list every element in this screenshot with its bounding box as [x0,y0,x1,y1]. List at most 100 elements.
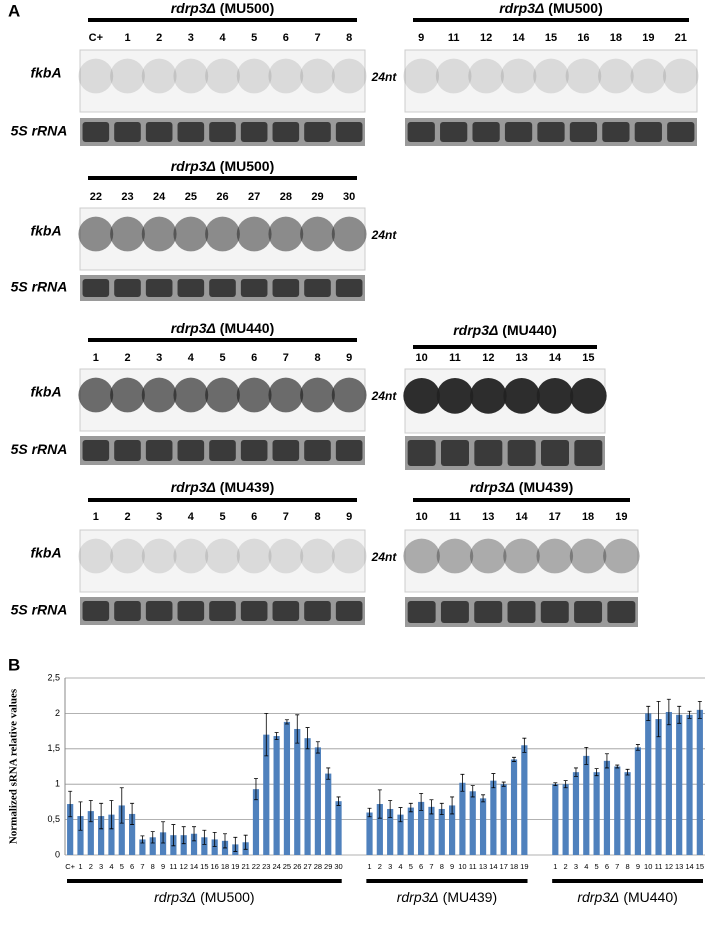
band [300,216,335,252]
bar [77,816,84,855]
x-tick-label: 6 [130,862,134,871]
bar [263,734,270,855]
bar [87,811,94,855]
loading-label: 5S rRNA [11,279,68,295]
bar [304,738,311,855]
header-bar [413,18,689,22]
lane-label: 14 [515,511,528,523]
bar [655,719,662,855]
loading-band [304,279,331,297]
band [205,216,240,252]
error-bar [388,800,393,818]
lane-label: 28 [280,191,292,203]
loading-band [304,440,331,461]
title: rdrp3Δ (MU500) [171,158,275,174]
lane-label: 11 [448,32,460,44]
x-tick-label: 19 [231,862,239,871]
lane-label: 3 [156,511,162,523]
error-bar [625,768,630,776]
error-bar [171,824,176,847]
band [662,58,699,94]
band [436,538,474,574]
lane-label: 5 [251,32,257,44]
bar [294,728,301,855]
loading-band [541,440,569,466]
loading-band [145,279,173,297]
error-bar [419,793,424,811]
error-bar [594,768,599,777]
lane-label: 1 [124,32,130,44]
loading-band [145,440,173,461]
bar [479,798,487,855]
x-tick-label: 1 [367,862,371,871]
error-bar [68,790,73,818]
x-tick-label: 21 [241,862,249,871]
x-tick-label: 11 [169,862,177,871]
error-bar [161,821,166,844]
x-tick-label: 10 [644,862,652,871]
loading-band [114,440,141,461]
loading-band [507,601,536,623]
band [536,538,574,574]
loading-band [335,601,363,621]
x-tick-label: 12 [665,862,673,871]
blot [79,529,366,593]
loading-band [272,279,300,297]
error-bar [666,698,671,726]
blot [79,49,366,113]
gene: rdrp3Δ [470,479,515,495]
error-bar [677,705,682,724]
band [110,377,145,413]
band [500,58,537,94]
lane-label: 13 [516,352,528,364]
x-tick-label: 25 [283,862,291,871]
loading-band [440,122,468,142]
header-bar [88,498,357,502]
bar [686,714,693,855]
lane-label: 7 [283,352,289,364]
lane-label: 22 [90,191,102,203]
lane-label: 12 [482,352,494,364]
x-tick-label: 9 [161,862,165,871]
lane-label: 17 [549,511,561,523]
band [331,58,367,94]
loading-band [407,440,436,466]
panel-label: B [8,655,20,674]
bar [67,804,74,855]
bar [190,833,198,855]
band [403,538,440,574]
error-bar [336,796,341,806]
bar [469,791,476,855]
loading-band [667,122,695,142]
title: rdrp3Δ (MU440) [577,889,677,905]
probe-label: fkbA [30,544,61,560]
loading-band [145,122,173,142]
x-tick-label: 17 [500,862,508,871]
band [173,377,209,413]
strain: (MU439) [443,889,497,905]
title: rdrp3Δ (MU500) [499,0,603,16]
x-tick-label: 3 [388,862,392,871]
bar [552,784,559,855]
loading-band [304,122,331,142]
loading-band [634,122,662,142]
gene: rdrp3Δ [577,889,619,905]
error-bar [295,714,300,744]
lane-label: 7 [283,511,289,523]
panel-label: A [8,1,20,20]
lane-label: 9 [418,32,424,44]
error-bar [181,826,186,845]
lane-label: 30 [343,191,355,203]
band [78,58,114,94]
x-tick-label: 3 [574,862,578,871]
band [236,377,272,413]
loading-band [304,601,331,621]
bar [418,801,425,855]
lane-label: 23 [121,191,133,203]
x-tick-label: 13 [675,862,683,871]
y-tick-label: 2,5 [47,672,60,682]
lane-label: 11 [449,511,461,523]
lane-label: 9 [346,511,352,523]
lane-label: 15 [545,32,557,44]
loading-band [240,279,268,297]
